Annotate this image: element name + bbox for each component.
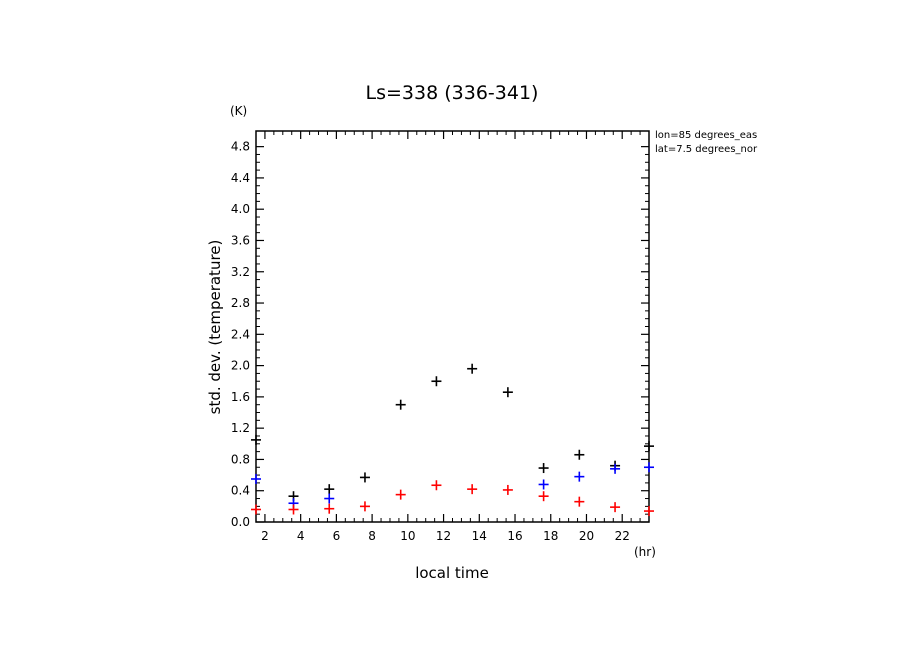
data-point xyxy=(359,472,370,483)
x-tick-label: 10 xyxy=(400,529,415,543)
data-point xyxy=(538,463,549,474)
data-point xyxy=(359,501,370,512)
data-points xyxy=(251,363,654,517)
data-point xyxy=(395,489,406,500)
x-tick-label: 2 xyxy=(261,529,269,543)
data-point xyxy=(538,491,549,502)
x-tick-label: 12 xyxy=(436,529,451,543)
y-tick-label: 0.4 xyxy=(231,484,250,498)
x-tick-label: 20 xyxy=(579,529,594,543)
y-tick-label: 2.0 xyxy=(231,359,250,373)
annotation-lon: lon=85 degrees_eas xyxy=(655,130,757,141)
data-point xyxy=(324,493,335,504)
y-axis-label: std. dev. (temperature) xyxy=(206,240,224,415)
y-tick-label: 4.8 xyxy=(231,140,250,154)
data-point xyxy=(574,471,585,482)
y-tick-label: 1.6 xyxy=(231,390,250,404)
y-tick-label: 0.0 xyxy=(231,515,250,529)
data-point xyxy=(395,399,406,410)
x-tick-label: 18 xyxy=(543,529,558,543)
data-point xyxy=(467,484,478,495)
data-point xyxy=(610,463,621,474)
data-point xyxy=(502,387,513,398)
data-point xyxy=(538,479,549,490)
x-unit-label: (hr) xyxy=(634,545,656,559)
y-tick-label: 0.8 xyxy=(231,452,250,466)
annotation-lat: lat=7.5 degrees_nor xyxy=(655,144,758,155)
data-point xyxy=(574,496,585,507)
x-axis-label: local time xyxy=(415,564,489,582)
axis-ticks: 0.0 0.4 0.8 1.2 1.6 2.0 2.4 2.8 3.2 3.6 4.0 4.4 4.8 2… xyxy=(231,131,650,543)
y-tick-label: 3.2 xyxy=(231,265,250,279)
x-tick-label: 4 xyxy=(297,529,305,543)
y-tick-label: 4.4 xyxy=(231,171,250,185)
data-point xyxy=(502,484,513,495)
data-point xyxy=(288,504,299,515)
data-point xyxy=(467,363,478,374)
data-point xyxy=(574,449,585,460)
chart-title: Ls=338 (336-341) xyxy=(366,82,539,104)
plot-frame xyxy=(255,130,650,523)
x-tick-label: 16 xyxy=(507,529,522,543)
x-tick-label: 22 xyxy=(615,529,630,543)
data-point xyxy=(431,480,442,491)
data-point xyxy=(251,434,261,445)
y-tick-label: 1.2 xyxy=(231,421,250,435)
y-tick-label: 2.8 xyxy=(231,296,250,310)
data-point xyxy=(251,473,261,484)
data-point xyxy=(644,441,654,452)
y-unit-label: (K) xyxy=(230,104,247,118)
data-point xyxy=(431,376,442,387)
x-tick-label: 6 xyxy=(333,529,341,543)
data-point xyxy=(251,504,261,515)
data-point xyxy=(644,506,654,517)
x-tick-label: 8 xyxy=(368,529,376,543)
data-point xyxy=(324,484,335,495)
data-point xyxy=(610,502,621,513)
y-tick-label: 3.6 xyxy=(231,233,250,247)
y-tick-label: 4.0 xyxy=(231,202,250,216)
data-point xyxy=(324,503,335,514)
y-tick-label: 2.4 xyxy=(231,327,250,341)
x-tick-label: 14 xyxy=(472,529,487,543)
data-point xyxy=(644,462,654,473)
